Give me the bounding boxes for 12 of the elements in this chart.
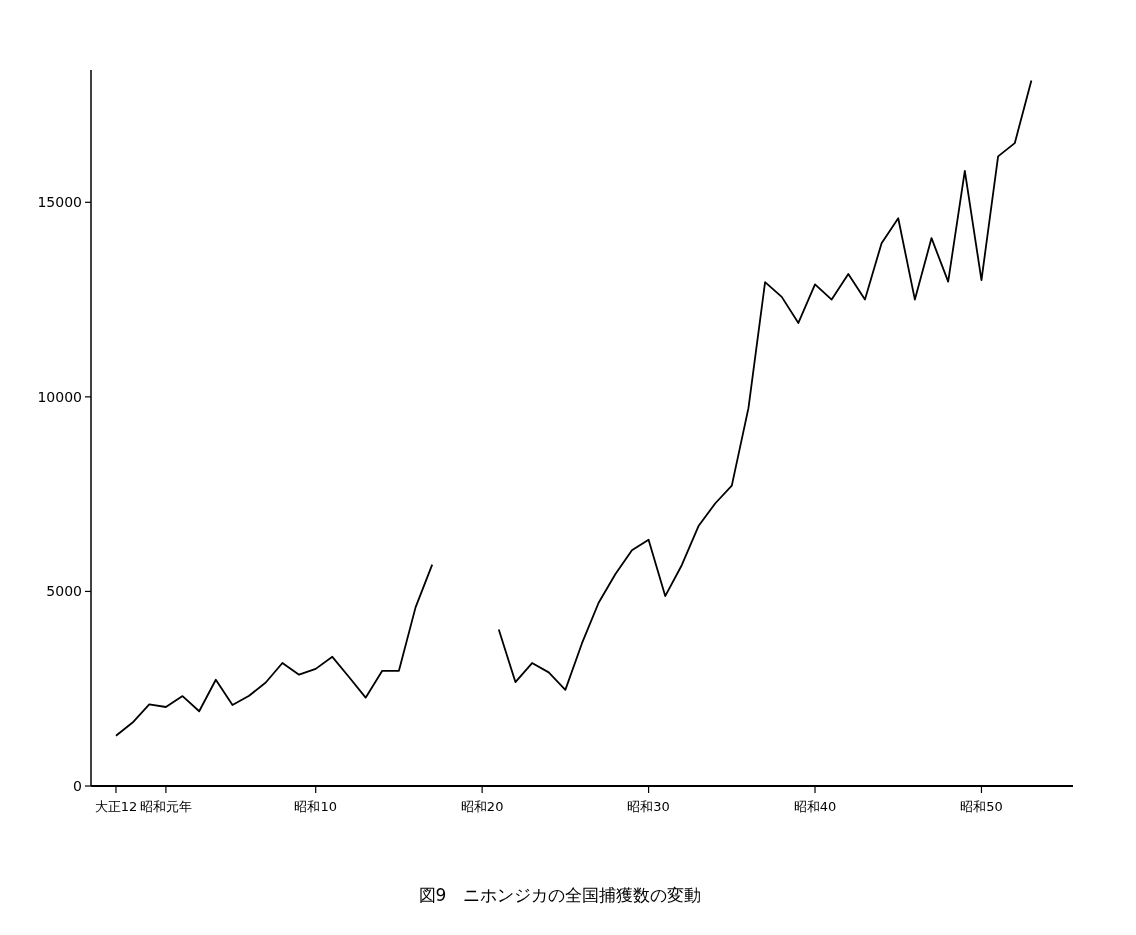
x-tick-label: 昭和20	[460, 799, 504, 814]
x-tick-label: 昭和30	[627, 799, 670, 814]
x-tick-label: 昭和元年	[139, 799, 192, 814]
y-tick-label: 0	[73, 778, 82, 794]
x-tick-label: 昭和10	[294, 799, 337, 814]
text: 図9 ニホンジカの全国捕獲数の変動	[418, 885, 702, 905]
x-tick-label: 昭和40	[793, 799, 837, 814]
x-tick-label: 大正12	[94, 799, 138, 814]
y-tick-label: 10000	[37, 388, 82, 405]
y-tick-label: 15000	[37, 194, 82, 211]
x-tick-label: 昭和50	[960, 799, 1003, 814]
y-tick-label: 5000	[46, 583, 82, 600]
